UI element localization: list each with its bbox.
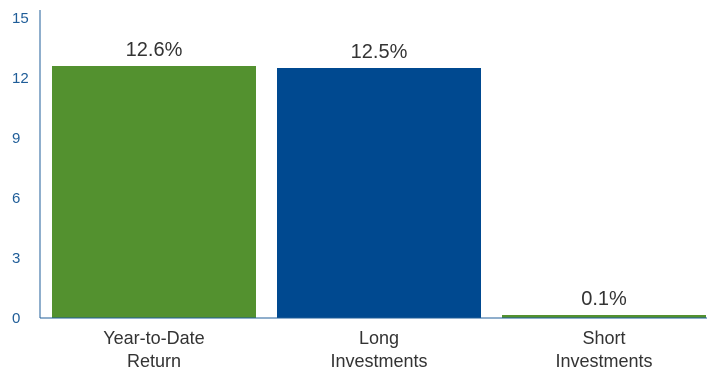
bars xyxy=(52,66,706,318)
bar xyxy=(502,315,706,318)
data-labels: 12.6% 12.5% 0.1% xyxy=(126,39,627,310)
x-tick-label: Investments xyxy=(330,351,427,371)
y-tick-label: 12 xyxy=(12,70,29,87)
data-label: 0.1% xyxy=(581,288,627,310)
y-axis: 0 3 6 9 12 15 xyxy=(12,10,41,327)
y-tick-label: 3 xyxy=(12,250,20,267)
x-tick-label: Short xyxy=(582,328,625,348)
x-tick-label: Year-to-Date xyxy=(103,328,204,348)
y-tick-label: 0 xyxy=(12,310,20,327)
y-tick-label: 6 xyxy=(12,190,20,207)
x-tick-label: Long xyxy=(359,328,399,348)
data-label: 12.6% xyxy=(126,39,183,61)
x-tick-label: Return xyxy=(127,351,181,371)
bar xyxy=(277,68,481,318)
bar xyxy=(52,66,256,318)
x-axis: Year-to-Date Return Long Investments Short In… xyxy=(40,317,707,371)
y-tick-label: 15 xyxy=(12,10,29,27)
y-tick-label: 9 xyxy=(12,130,20,147)
data-label: 12.5% xyxy=(351,41,408,63)
x-tick-label: Investments xyxy=(555,351,652,371)
